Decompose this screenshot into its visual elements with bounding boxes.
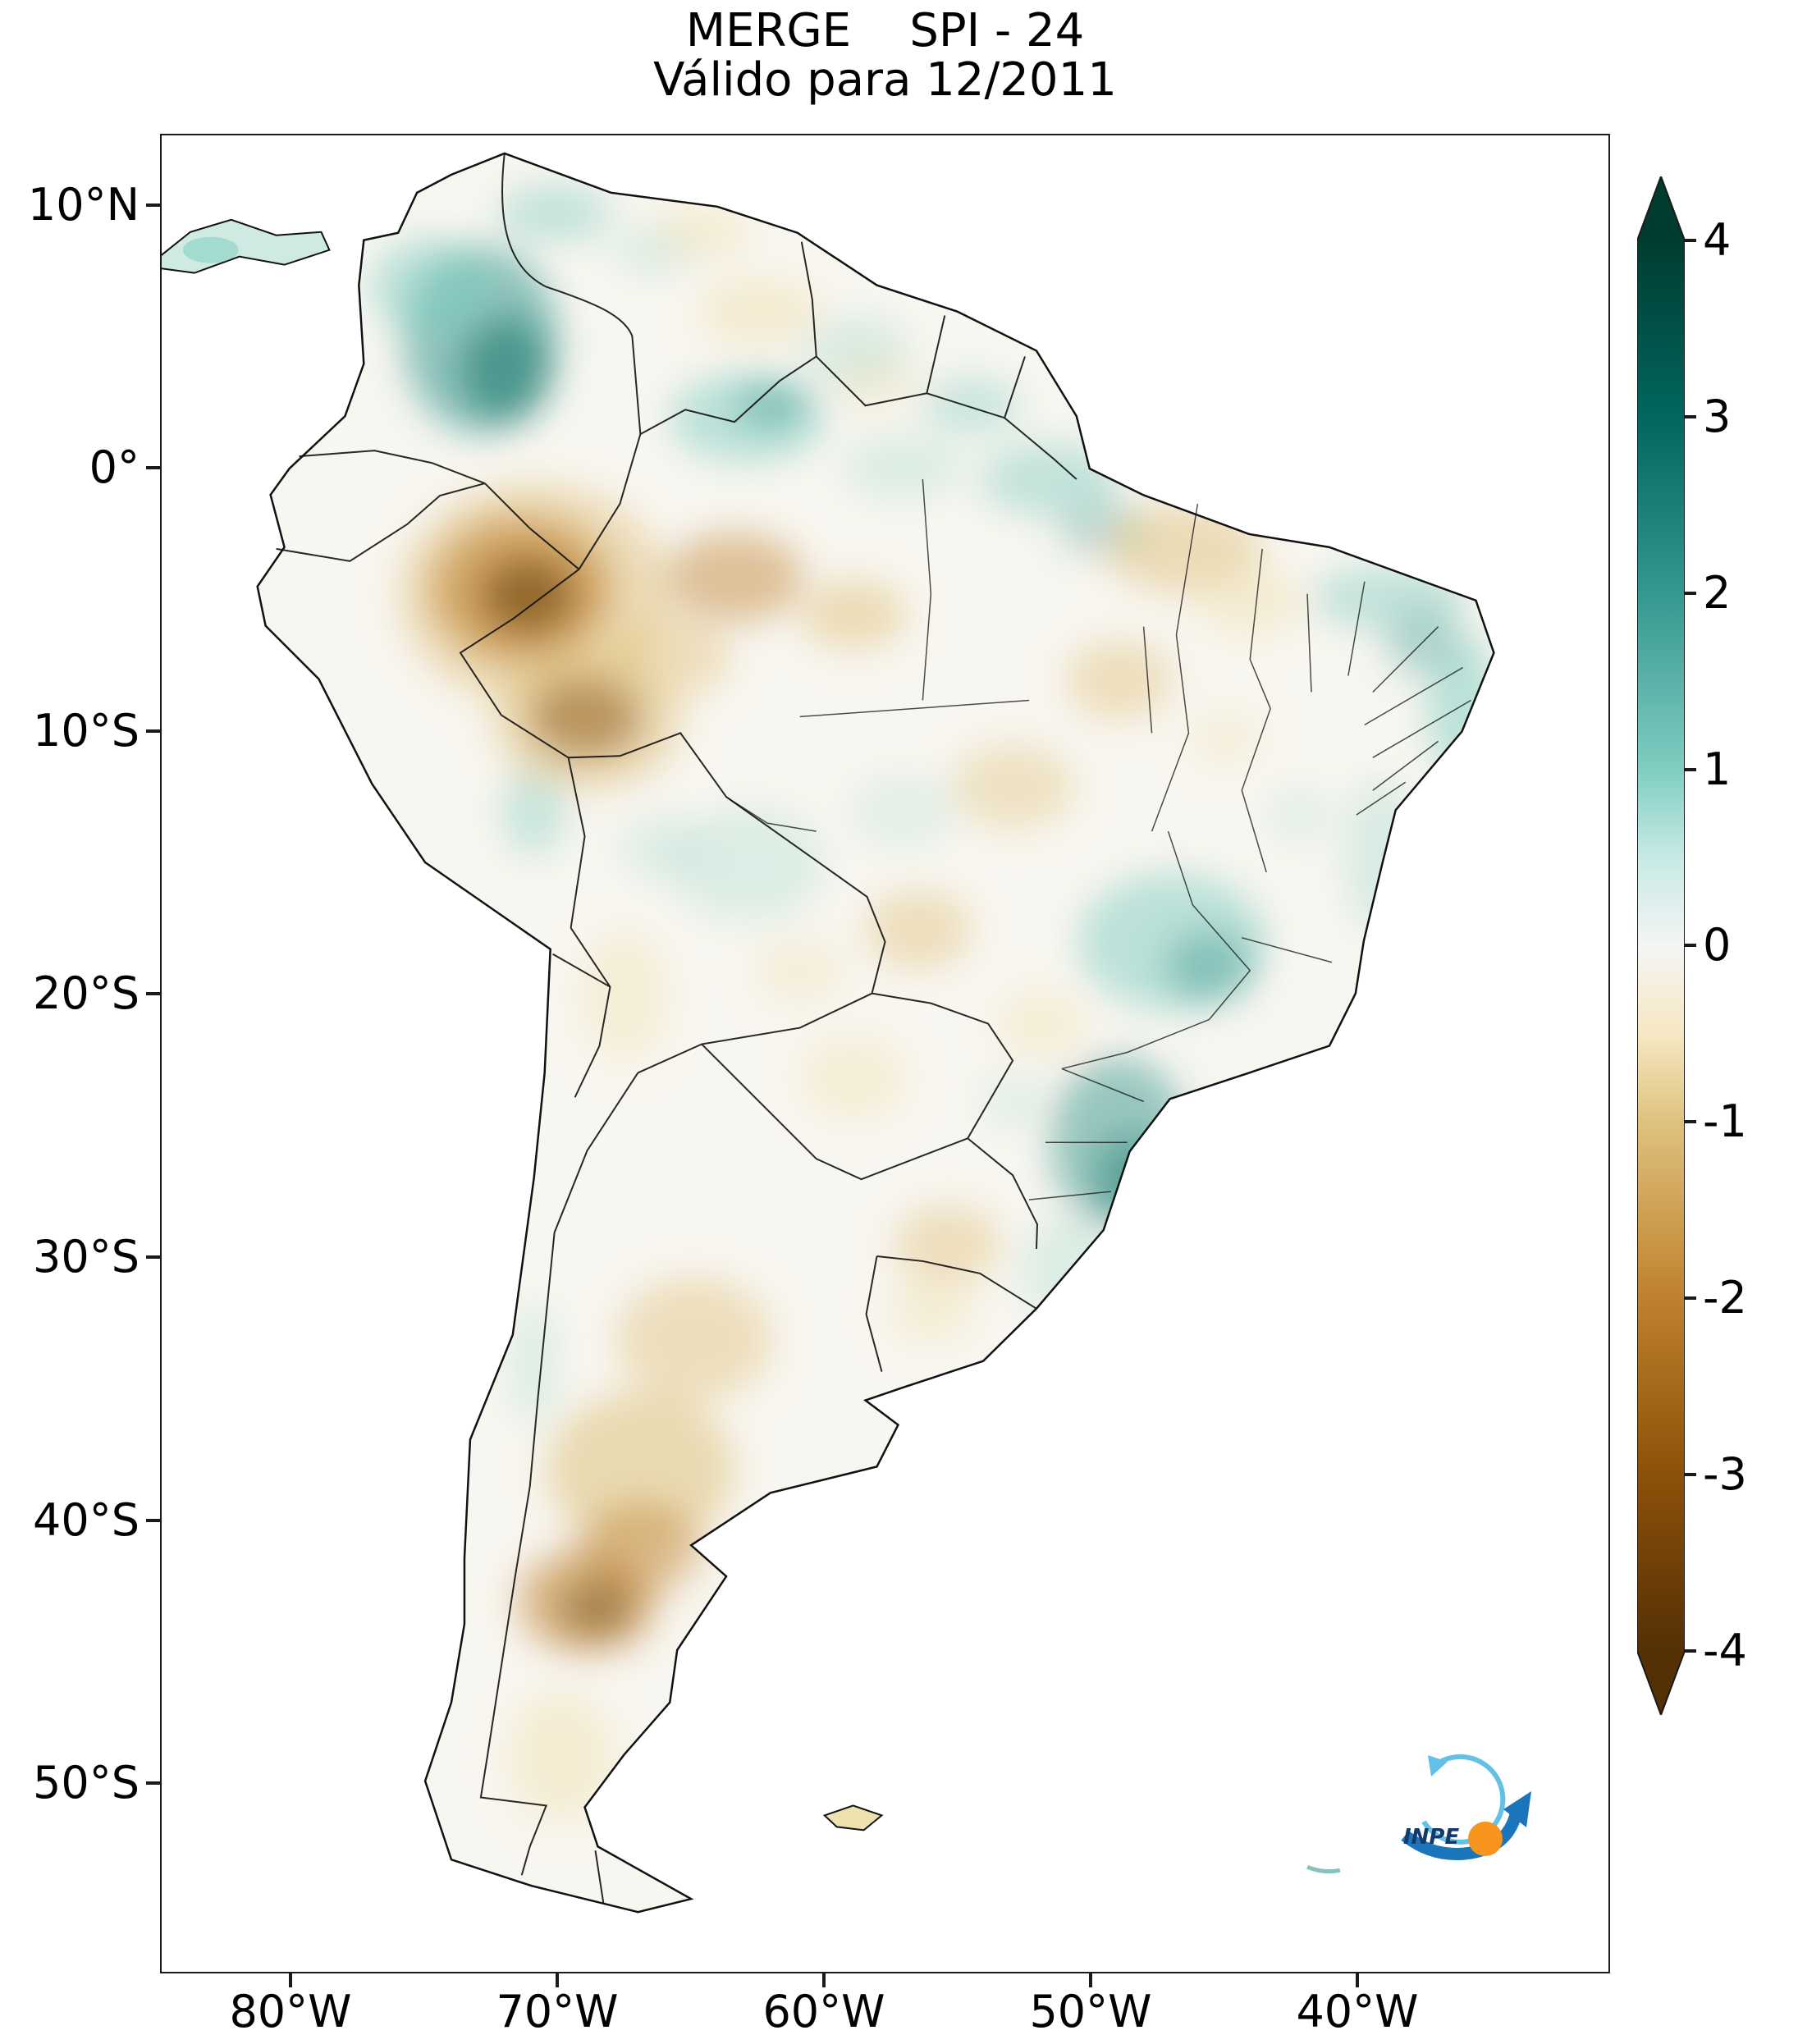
colorbar-tick [1685, 768, 1696, 771]
x-tick-label: 80°W [229, 1986, 352, 2037]
x-axis-tick [289, 1973, 292, 1987]
colorbar-extend-max [1637, 176, 1685, 240]
y-tick-label: 20°S [33, 967, 140, 1019]
inpe-logo-globe [1468, 1822, 1503, 1856]
colorbar-tick [1685, 1120, 1696, 1123]
x-axis-tick [1356, 1973, 1359, 1987]
spi-dry-anomalies [399, 207, 1304, 1822]
colorbar-tick-label: 2 [1703, 567, 1732, 619]
y-axis-tick [146, 466, 160, 469]
figure-title: MERGE SPI - 24 [685, 4, 1085, 57]
colorbar-extend-min [1637, 1651, 1685, 1715]
colorbar [1637, 176, 1685, 1715]
inpe-logo-ring-arrowhead [1428, 1755, 1448, 1776]
colorbar-tick-label: 3 [1703, 391, 1732, 442]
y-axis-tick [146, 1255, 160, 1259]
y-tick-label: 50°S [33, 1757, 140, 1809]
colorbar-tick [1685, 1649, 1696, 1653]
colorbar-tick [1685, 1473, 1696, 1476]
colorbar-tick [1685, 1296, 1696, 1300]
y-tick-label: 0° [89, 441, 140, 493]
spi-field [370, 184, 1494, 1822]
y-tick-label: 10°S [33, 705, 140, 757]
colorbar-gradient [1637, 240, 1685, 1651]
y-tick-label: 40°S [33, 1494, 140, 1546]
colorbar-tick-label: 4 [1703, 214, 1732, 266]
colorbar-tick [1685, 944, 1696, 947]
map-axes-frame [160, 134, 1610, 1973]
x-axis-tick [822, 1973, 826, 1987]
x-tick-label: 60°W [762, 1986, 885, 2037]
x-axis-tick [556, 1973, 559, 1987]
figure-subtitle: Válido para 12/2011 [653, 53, 1117, 107]
colorbar-tick-label: 1 [1703, 743, 1732, 795]
y-axis-tick [146, 992, 160, 995]
inpe-logo: INPE [1401, 1754, 1531, 1860]
y-axis-tick [146, 203, 160, 207]
colorbar-tick [1685, 239, 1696, 242]
y-axis-tick [146, 1781, 160, 1785]
falkland-islands [822, 1804, 884, 1831]
colorbar-tick [1685, 592, 1696, 595]
island-speck [1306, 1864, 1341, 1874]
inpe-logo-ring [1421, 1754, 1506, 1845]
coastline [256, 152, 1495, 1914]
figure-title-block: MERGE SPI - 24 Válido para 12/2011 [160, 7, 1610, 105]
panama-wet-patch [182, 236, 239, 263]
inpe-logo-text: INPE [1403, 1825, 1459, 1850]
y-tick-label: 30°S [33, 1231, 140, 1283]
colorbar-tick-label: -2 [1703, 1272, 1747, 1324]
state-borders [725, 479, 1471, 1200]
colorbar-tick-label: -3 [1703, 1448, 1747, 1500]
x-tick-label: 40°W [1296, 1986, 1419, 2037]
colorbar-tick [1685, 415, 1696, 418]
y-axis-tick [146, 729, 160, 733]
x-tick-label: 70°W [496, 1986, 619, 2037]
x-tick-label: 50°W [1029, 1986, 1152, 2037]
colorbar-tick-label: -4 [1703, 1625, 1747, 1676]
colorbar-tick-label: -1 [1703, 1095, 1747, 1147]
y-axis-tick [146, 1519, 160, 1522]
inpe-logo-swoosh-arrowhead [1503, 1791, 1531, 1827]
colorbar-tick-label: 0 [1703, 919, 1732, 971]
y-tick-label: 10°N [27, 179, 140, 231]
country-borders [276, 153, 1077, 1905]
south-america-map [162, 152, 1495, 1914]
x-axis-tick [1089, 1973, 1092, 1987]
